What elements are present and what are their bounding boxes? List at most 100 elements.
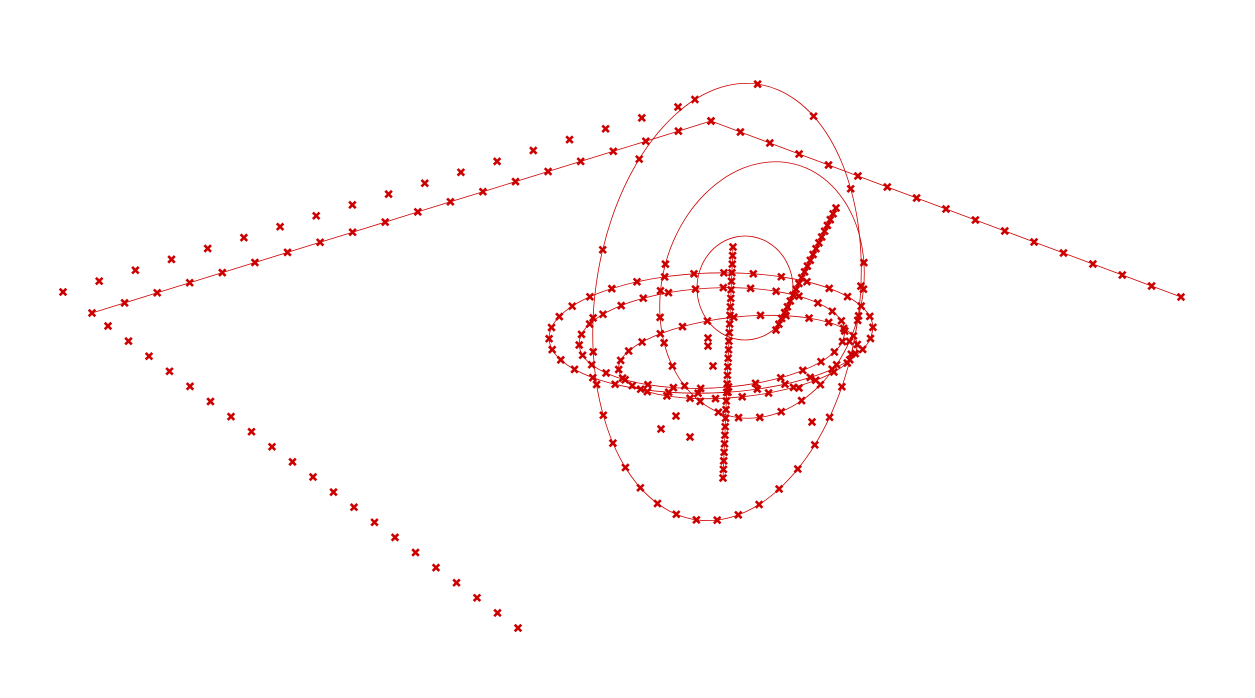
x-marker-icon: [598, 310, 608, 319]
x-marker-icon: [411, 548, 420, 557]
x-marker-icon: [722, 379, 732, 389]
x-marker-icon: [746, 284, 755, 293]
x-marker-icon: [708, 361, 718, 371]
x-marker-icon: [838, 337, 847, 346]
x-marker-icon: [493, 608, 502, 618]
x-marker-icon: [94, 276, 104, 286]
x-marker-icon: [1118, 270, 1127, 280]
x-marker-icon: [971, 215, 980, 225]
x-marker-icon: [810, 440, 820, 450]
x-marker-icon: [513, 623, 523, 633]
x-marker-icon: [690, 95, 700, 104]
x-marker-icon: [803, 261, 812, 271]
x-marker-icon: [883, 182, 892, 192]
x-marker-icon: [87, 308, 97, 318]
x-marker-icon: [529, 146, 538, 155]
x-marker-icon: [721, 405, 731, 414]
x-marker-icon: [565, 135, 574, 144]
x-marker-icon: [703, 316, 712, 326]
x-marker-icon: [103, 321, 113, 331]
x-marker-icon: [185, 382, 195, 391]
x-marker-icon: [511, 177, 520, 186]
x-marker-icon: [786, 296, 795, 306]
x-marker-icon: [777, 272, 786, 282]
x-marker-icon: [601, 124, 610, 134]
x-marker-icon: [794, 291, 804, 301]
x-marker-icon: [728, 259, 737, 269]
x-marker-icon: [598, 245, 607, 255]
x-marker-icon: [847, 349, 856, 359]
x-marker-icon: [941, 204, 951, 214]
x-marker-icon: [859, 284, 868, 294]
x-marker-icon: [794, 383, 804, 393]
x-marker-icon: [809, 111, 818, 121]
x-marker-icon: [692, 515, 701, 525]
x-marker-icon: [783, 302, 792, 312]
x-marker-icon: [610, 380, 620, 389]
trajectory-markers: [58, 79, 1186, 633]
x-marker-icon: [203, 244, 212, 253]
x-marker-icon: [329, 487, 338, 497]
x-marker-icon: [797, 273, 806, 282]
x-marker-icon: [672, 510, 681, 519]
x-marker-icon: [725, 328, 734, 337]
x-marker-icon: [288, 457, 297, 467]
x-marker-icon: [206, 397, 215, 406]
x-marker-icon: [592, 380, 601, 389]
x-marker-icon: [824, 284, 834, 293]
x-marker-icon: [714, 407, 723, 417]
x-marker-icon: [420, 178, 430, 188]
x-marker-icon: [653, 499, 662, 508]
x-marker-icon: [853, 171, 863, 181]
x-marker-icon: [348, 227, 357, 237]
x-marker-icon: [668, 361, 677, 371]
x-marker-icon: [492, 157, 502, 166]
x-marker-icon: [185, 278, 194, 287]
x-marker-icon: [614, 365, 623, 374]
x-marker-icon: [718, 473, 728, 483]
x-marker-icon: [794, 149, 804, 159]
x-marker-icon: [275, 222, 285, 231]
x-marker-icon: [728, 242, 738, 252]
x-marker-icon: [720, 439, 729, 449]
x-marker-icon: [826, 215, 835, 224]
x-marker-icon: [696, 384, 705, 393]
x-marker-icon: [124, 336, 133, 346]
x-marker-icon: [616, 301, 626, 310]
x-marker-icon: [817, 232, 826, 242]
x-marker-icon: [756, 311, 765, 320]
x-marker-icon: [719, 448, 729, 457]
x-marker-icon: [776, 407, 786, 416]
x-marker-icon: [348, 200, 357, 210]
x-marker-icon: [719, 268, 729, 278]
x-marker-icon: [478, 187, 488, 196]
x-marker-icon: [791, 285, 801, 294]
x-marker-icon: [780, 308, 789, 317]
x-marker-icon: [659, 338, 669, 348]
x-marker-icon: [711, 394, 720, 403]
x-marker-icon: [712, 515, 722, 525]
x-marker-icon: [813, 298, 823, 308]
x-marker-icon: [837, 382, 847, 392]
loop-line-small: [696, 235, 794, 341]
x-marker-icon: [165, 367, 174, 376]
x-marker-icon: [843, 292, 852, 301]
x-marker-icon: [723, 362, 733, 372]
x-marker-icon: [814, 238, 824, 248]
x-marker-icon: [868, 323, 878, 332]
x-marker-icon: [774, 319, 784, 329]
x-marker-icon: [703, 333, 713, 343]
x-marker-icon: [390, 533, 400, 542]
x-marker-icon: [865, 312, 875, 321]
x-marker-icon: [662, 391, 672, 401]
x-marker-icon: [734, 510, 743, 520]
x-marker-icon: [720, 430, 730, 440]
x-marker-icon: [723, 371, 732, 380]
x-marker-icon: [636, 384, 645, 394]
x-marker-icon: [628, 381, 637, 390]
x-marker-icon: [797, 396, 806, 405]
x-marker-icon: [632, 277, 642, 287]
x-marker-icon: [736, 127, 745, 137]
x-marker-icon: [823, 221, 832, 230]
